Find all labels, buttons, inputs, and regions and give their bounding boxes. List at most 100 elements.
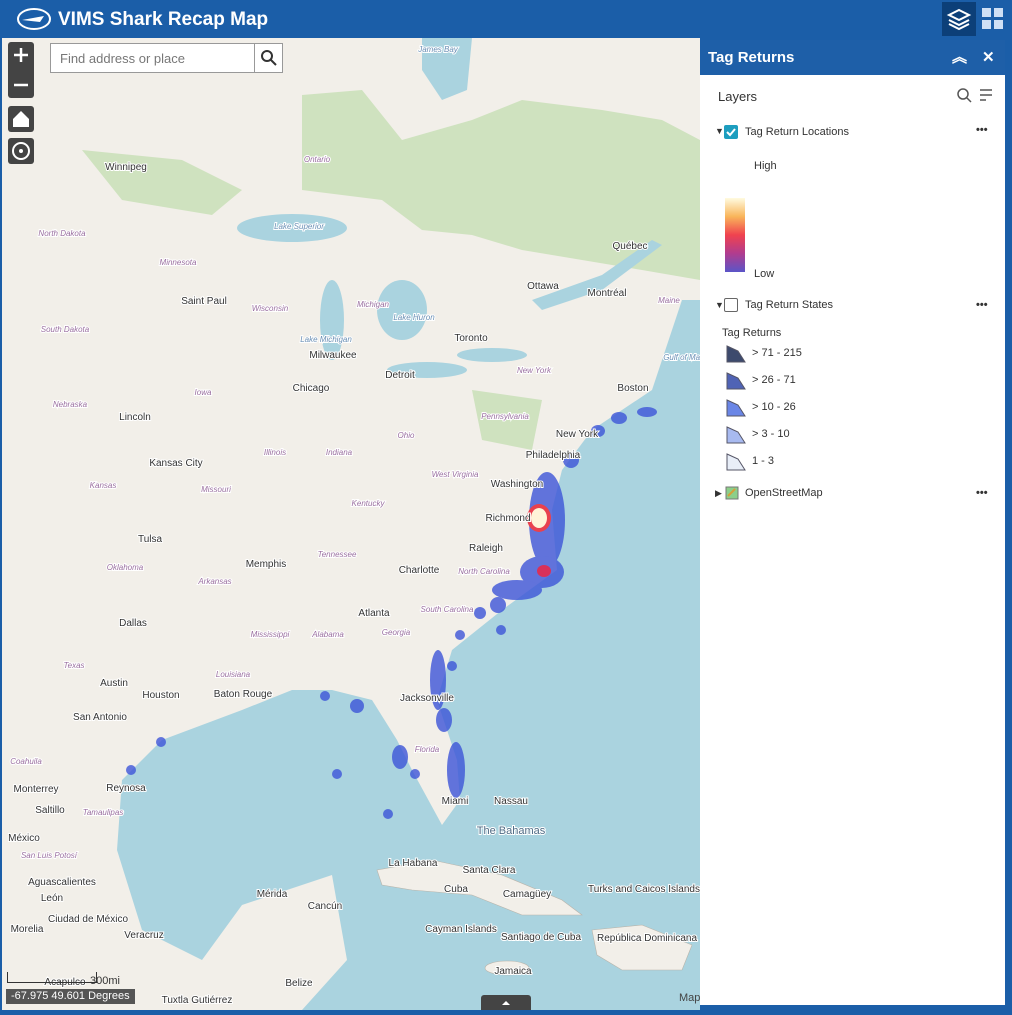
map-label: Boston <box>617 383 648 394</box>
map-label: Michigan <box>357 300 390 309</box>
map-label: Richmond <box>485 513 530 524</box>
map-label: Lake Superior <box>274 222 324 231</box>
layer-name: Tag Return Locations <box>745 126 849 138</box>
collapse-button[interactable]: ︽ <box>952 49 968 66</box>
map-label: Gulf of Maine <box>663 353 700 362</box>
map-label: San Antonio <box>73 712 127 723</box>
search-button[interactable] <box>254 43 283 73</box>
map-label: San Luis Potosí <box>21 851 78 860</box>
map-label: Cuba <box>444 884 468 895</box>
expand-caret[interactable]: ▶ <box>715 488 722 498</box>
map-label: Jamaica <box>494 966 532 977</box>
map-labels: Winnipeg Saint Paul Milwaukee Chicago Detroi… <box>7 44 700 1007</box>
map-label: Charlotte <box>399 565 440 576</box>
map-label: Jacksonville <box>400 693 454 704</box>
map-label: Alabama <box>311 630 344 639</box>
legend-swatch <box>726 372 746 390</box>
legend-label: > 26 - 71 <box>752 374 796 386</box>
layer-name: OpenStreetMap <box>745 487 823 499</box>
map-label: Detroit <box>385 370 415 381</box>
close-button[interactable]: ✕ <box>982 49 995 66</box>
map-label: La Habana <box>389 858 438 869</box>
checkbox-unchecked[interactable] <box>724 298 738 312</box>
map-label: Saltillo <box>35 805 65 816</box>
widgets-button[interactable] <box>980 6 1006 32</box>
map-label: Veracruz <box>124 930 163 941</box>
map-label: Iowa <box>195 388 212 397</box>
legend-title: Tag Returns <box>722 327 782 339</box>
map-label: Pennsylvania <box>481 412 529 421</box>
layer-menu[interactable]: ••• <box>976 299 988 311</box>
map-label: Louisiana <box>216 670 251 679</box>
heatmap-gradient <box>725 198 745 272</box>
map-label: Indiana <box>326 448 353 457</box>
map-label: León <box>41 893 63 904</box>
legend-label: > 3 - 10 <box>752 428 790 440</box>
map-label: Dallas <box>119 618 147 629</box>
legend-swatch <box>726 426 746 444</box>
layer-panel: Tag Returns ︽ ✕ Layers ▼ Tag Return Loca… <box>700 40 1005 1005</box>
map-label: North Carolina <box>458 567 510 576</box>
map-label: Cancún <box>308 901 342 912</box>
map-label: Florida <box>415 745 440 754</box>
map-label: Santiago de Cuba <box>501 932 582 943</box>
search-placeholder: Find address or place <box>60 51 186 66</box>
map-label: Mississippi <box>251 630 290 639</box>
locate-button[interactable] <box>8 138 34 164</box>
map-label: Missouri <box>201 485 231 494</box>
map-label: Tuxtla Gutiérrez <box>162 995 233 1006</box>
map-label: Oklahoma <box>107 563 144 572</box>
map-label: James Bay <box>417 45 459 54</box>
expand-tab[interactable] <box>481 995 531 1010</box>
map-label: Texas <box>63 661 84 670</box>
map-label: Baton Rouge <box>214 689 273 700</box>
islands <box>376 859 693 976</box>
panel-title: Tag Returns <box>708 49 795 66</box>
search-box[interactable]: Find address or place <box>50 43 255 73</box>
layer-icon <box>725 486 739 500</box>
map-label: West Virginia <box>432 470 479 479</box>
map-label: Miami <box>442 796 469 807</box>
map-label: Illinois <box>264 448 286 457</box>
scale-bar <box>7 972 97 983</box>
map-label: Québec <box>612 241 647 252</box>
zoom-controls[interactable] <box>8 42 34 98</box>
map-label: Coahuila <box>10 757 42 766</box>
map-label: Memphis <box>246 559 287 570</box>
layer-menu[interactable]: ••• <box>976 124 988 136</box>
map-label: Tamaulipas <box>83 808 124 817</box>
expand-caret[interactable]: ▼ <box>715 300 724 310</box>
map-label: Belize <box>285 978 313 989</box>
map-label: New York <box>556 429 599 440</box>
legend-label: > 10 - 26 <box>752 401 796 413</box>
map-label: Philadelphia <box>526 450 581 461</box>
map-label: Georgia <box>382 628 411 637</box>
map-label: Houston <box>142 690 179 701</box>
map-label: Arkansas <box>197 577 231 586</box>
attribution: Map <box>679 992 701 1004</box>
logo <box>17 8 51 30</box>
layer-menu[interactable]: ••• <box>976 487 988 499</box>
checkbox-checked[interactable] <box>724 125 738 139</box>
expand-caret[interactable]: ▼ <box>715 126 724 136</box>
map-label: South Carolina <box>421 605 474 614</box>
map-label: Ciudad de México <box>48 914 128 925</box>
map-label: Tulsa <box>138 534 163 545</box>
map-label: Kansas <box>90 481 117 490</box>
map-label: Washington <box>491 479 543 490</box>
coordinates: -67.975 49.601 Degrees <box>6 989 135 1004</box>
map-label: Ottawa <box>527 281 559 292</box>
map[interactable]: Winnipeg Saint Paul Milwaukee Chicago Detroi… <box>2 38 700 1010</box>
map-label: Tennessee <box>318 550 357 559</box>
forest-areas <box>82 90 700 450</box>
home-button[interactable] <box>8 106 34 132</box>
layer-tools[interactable] <box>956 86 996 106</box>
map-label: Minnesota <box>160 258 197 267</box>
layers-button[interactable] <box>942 2 976 36</box>
water <box>117 38 700 1010</box>
layers-heading: Layers <box>718 89 758 104</box>
coordinates-text: -67.975 49.601 Degrees <box>11 990 130 1002</box>
legend-label: 1 - 3 <box>752 455 775 467</box>
app-header: VIMS Shark Recap Map <box>0 0 1012 38</box>
